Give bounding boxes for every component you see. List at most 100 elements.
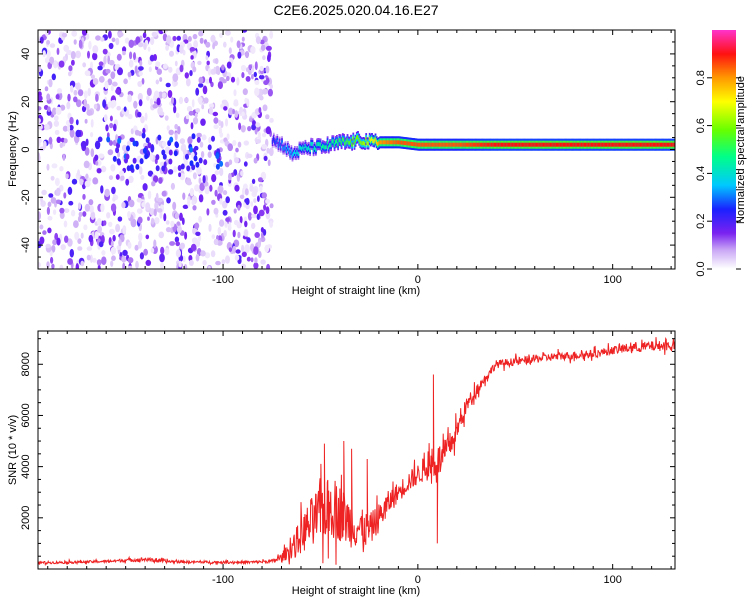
ridge-cell [586, 142, 588, 147]
noise-cell [145, 202, 151, 211]
ridge-cell [429, 142, 432, 147]
noise-cell [123, 106, 127, 112]
noise-cell [55, 106, 62, 116]
noise-cell [168, 66, 173, 73]
ridge-cell [549, 142, 552, 147]
ridge-cell [431, 142, 434, 147]
noise-cell [54, 129, 60, 136]
ridge-cell [362, 141, 365, 145]
noise-cell [101, 250, 106, 256]
noise-cell [206, 208, 210, 216]
noise-cell [166, 35, 172, 44]
ridge-cell [451, 142, 454, 147]
ridge-cell [601, 142, 604, 147]
noise-cell [253, 198, 257, 203]
noise-cell [161, 149, 166, 156]
noise-cell [202, 85, 208, 95]
ridge-cell [506, 142, 509, 147]
noise-cell [165, 44, 170, 51]
noise-cell [217, 226, 221, 236]
ridge-cell [500, 142, 503, 147]
y-tick-label: 4000 [20, 454, 32, 478]
noise-cell [184, 97, 189, 103]
noise-cells [38, 30, 274, 269]
noise-cell [179, 138, 186, 145]
noise-cell [82, 62, 87, 68]
noise-cell [79, 178, 84, 186]
noise-cell [215, 260, 221, 266]
ridge-cell [554, 142, 557, 147]
noise-cell [56, 136, 62, 143]
ridge-cell [421, 142, 424, 147]
noise-cell [38, 118, 41, 124]
noise-cell [153, 239, 157, 248]
noise-cell [54, 115, 59, 121]
noise-cell [88, 40, 92, 50]
ridge-cell [662, 142, 664, 147]
ridge-cell [290, 149, 293, 154]
noise-cell [172, 73, 179, 82]
noise-cell [90, 74, 95, 79]
noise-cell [71, 178, 78, 185]
ridge-cell [542, 142, 545, 147]
noise-cell [203, 97, 209, 104]
ridge-cell [511, 142, 514, 147]
ridge-cell [336, 139, 338, 143]
ridge-cell [635, 142, 638, 147]
noise-cell [233, 219, 239, 226]
noise-cell [112, 234, 116, 242]
noise-cell [207, 151, 212, 158]
noise-cell [252, 187, 258, 196]
noise-cell [194, 184, 200, 192]
ridge-cell [309, 147, 311, 152]
noise-cell [237, 204, 241, 211]
noise-cell [201, 104, 205, 110]
noise-cell [84, 70, 91, 77]
ridge-cell [296, 150, 299, 155]
noise-cell [103, 55, 107, 65]
noise-cell [77, 202, 82, 210]
ridge-cell [450, 142, 453, 147]
noise-cell [153, 175, 159, 183]
noise-cell [181, 217, 185, 225]
noise-cell [159, 253, 165, 263]
noise-cell [213, 238, 219, 246]
noise-cell [86, 254, 91, 261]
ridge-cell [351, 142, 353, 147]
noise-cell [122, 50, 126, 56]
noise-cell [154, 217, 160, 225]
noise-cell [198, 30, 204, 37]
noise-cell [232, 229, 236, 238]
noise-cell [199, 182, 205, 191]
noise-cell [56, 88, 63, 94]
noise-cell [161, 141, 167, 148]
ridge-cell [415, 142, 418, 147]
ridge-cell [354, 138, 357, 143]
noise-cell [98, 61, 104, 66]
noise-cell [212, 111, 219, 117]
ridge-cell [316, 142, 318, 147]
ridge-cell [562, 142, 565, 147]
ridge-cell [426, 142, 428, 147]
ridge-cell [382, 140, 385, 145]
noise-cell [58, 60, 65, 68]
noise-cell [147, 190, 152, 200]
ridge-cell [277, 143, 280, 148]
ridge-cell [361, 141, 364, 146]
noise-cell [207, 144, 212, 151]
noise-cell [124, 37, 130, 44]
noise-cell [247, 69, 252, 75]
noise-cell [244, 188, 249, 196]
ridge-cell [665, 142, 668, 147]
noise-cell [107, 78, 113, 86]
noise-cell [97, 225, 102, 234]
noise-cell [194, 112, 198, 119]
noise-cell [253, 157, 258, 164]
ridge-cell [497, 142, 500, 147]
ridge-cell [613, 142, 615, 147]
noise-cell [46, 163, 50, 171]
ridge-cell [297, 151, 300, 156]
ridge-cell [289, 151, 292, 156]
ridge-cell [520, 142, 523, 147]
noise-cell [42, 140, 47, 149]
